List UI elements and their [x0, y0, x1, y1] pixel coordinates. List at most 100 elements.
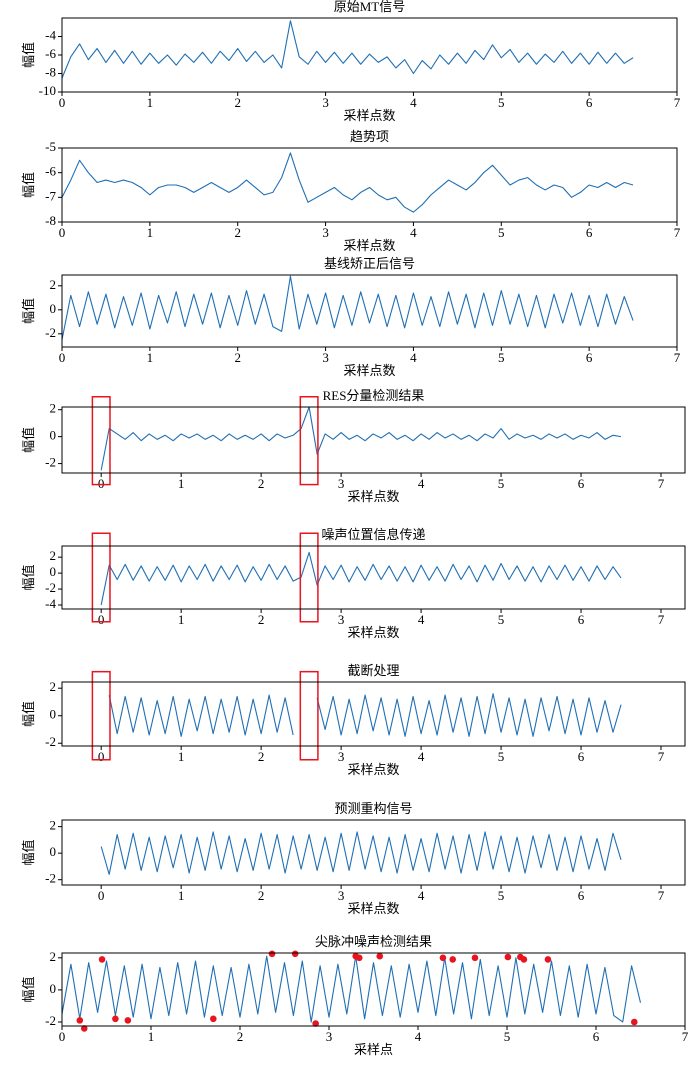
x-tick-label: 7: [674, 350, 681, 365]
y-axis-label: 幅值: [21, 42, 36, 68]
highlight-box: [299, 670, 319, 761]
x-tick-label: 0: [98, 749, 105, 764]
signal-line: [108, 693, 622, 737]
x-axis-label: 采样点数: [343, 363, 395, 378]
chart-title: RES分量检测结果: [323, 388, 425, 403]
y-axis-label: 幅值: [21, 976, 36, 1002]
x-tick-label: 5: [504, 1029, 511, 1044]
detected-point: [520, 956, 528, 963]
x-tick-label: 1: [147, 225, 154, 240]
x-tick-label: 3: [322, 95, 329, 110]
chart-title: 噪声位置信息传递: [321, 527, 425, 542]
y-tick-label: -2: [45, 1013, 56, 1028]
y-axis-label: 幅值: [21, 172, 36, 198]
x-axis-label: 采样点数: [343, 108, 395, 123]
y-tick-label: 0: [50, 564, 57, 579]
x-tick-label: 6: [586, 350, 593, 365]
highlight-box: [299, 396, 319, 486]
x-tick-label: 3: [338, 888, 345, 903]
y-tick-label: -10: [39, 83, 56, 98]
x-tick-label: 3: [338, 476, 345, 491]
x-tick-label: 3: [326, 1029, 333, 1044]
signal-line: [100, 406, 622, 471]
y-tick-label: -6: [45, 164, 56, 179]
x-tick-label: 2: [234, 350, 241, 365]
y-tick-label: 2: [50, 401, 57, 416]
plot-frame: [61, 819, 686, 886]
x-tick-label: 7: [658, 612, 665, 627]
x-tick-label: 5: [498, 95, 505, 110]
y-axis-label: 幅值: [21, 564, 36, 590]
y-tick-label: 2: [50, 818, 57, 833]
detected-point: [291, 950, 299, 958]
x-tick-label: 1: [148, 1029, 155, 1044]
y-tick-label: -8: [45, 64, 56, 79]
x-tick-label: 4: [418, 612, 425, 627]
y-tick-label: -2: [45, 580, 56, 595]
x-tick-label: 2: [258, 612, 265, 627]
signal-line: [100, 831, 622, 875]
y-axis-label: 幅值: [21, 701, 36, 727]
x-tick-label: 7: [682, 1029, 689, 1044]
x-tick-label: 4: [415, 1029, 422, 1044]
signal-line: [61, 275, 634, 340]
x-tick-label: 0: [98, 476, 105, 491]
highlight-box: [91, 532, 111, 623]
x-axis-label: 采样点: [354, 1042, 393, 1057]
x-tick-label: 0: [59, 350, 66, 365]
x-tick-label: 0: [59, 1029, 66, 1044]
x-tick-label: 1: [178, 749, 185, 764]
detected-point: [98, 956, 106, 963]
y-tick-label: 2: [50, 949, 57, 964]
x-tick-label: 4: [410, 350, 417, 365]
y-tick-label: -2: [45, 325, 56, 340]
y-tick-label: -4: [45, 596, 56, 611]
y-tick-label: 0: [50, 707, 57, 722]
x-tick-label: 4: [410, 225, 417, 240]
plot-frame: [61, 545, 686, 610]
y-tick-label: -2: [45, 871, 56, 886]
detected-point: [355, 954, 363, 962]
x-tick-label: 1: [147, 350, 154, 365]
plot-frame: [61, 274, 678, 348]
x-tick-label: 4: [410, 95, 417, 110]
x-tick-label: 1: [147, 95, 154, 110]
chart-title: 基线矫正后信号: [324, 256, 415, 271]
x-tick-label: 7: [658, 888, 665, 903]
x-tick-label: 7: [674, 225, 681, 240]
x-tick-label: 2: [258, 476, 265, 491]
y-tick-label: 0: [50, 844, 57, 859]
x-tick-label: 2: [234, 225, 241, 240]
x-tick-label: 2: [258, 749, 265, 764]
x-tick-label: 2: [234, 95, 241, 110]
detected-point: [544, 956, 552, 963]
x-tick-label: 4: [418, 476, 425, 491]
y-axis-label: 幅值: [21, 427, 36, 453]
highlight-box: [91, 396, 111, 486]
y-tick-label: -8: [45, 213, 56, 228]
detected-point: [449, 956, 457, 963]
detected-point: [504, 953, 512, 961]
detected-point: [268, 950, 276, 958]
plot-frame: [61, 681, 686, 747]
chart-title: 原始MT信号: [334, 0, 406, 14]
y-axis-label: 幅值: [21, 839, 36, 865]
chart-title: 预测重构信号: [334, 801, 412, 816]
y-tick-label: 0: [50, 428, 57, 443]
highlight-box: [91, 670, 111, 761]
x-tick-label: 1: [178, 888, 185, 903]
x-tick-label: 4: [418, 888, 425, 903]
signal-line: [61, 152, 634, 213]
x-tick-label: 5: [498, 225, 505, 240]
y-tick-label: -4: [45, 27, 56, 42]
x-tick-label: 0: [98, 888, 105, 903]
x-tick-label: 1: [178, 476, 185, 491]
x-tick-label: 4: [418, 749, 425, 764]
signal-line: [61, 20, 634, 79]
detected-point: [76, 1017, 84, 1024]
signal-line: [61, 955, 642, 1023]
x-tick-label: 1: [178, 612, 185, 627]
detected-point: [112, 1015, 119, 1023]
x-tick-label: 0: [59, 95, 66, 110]
